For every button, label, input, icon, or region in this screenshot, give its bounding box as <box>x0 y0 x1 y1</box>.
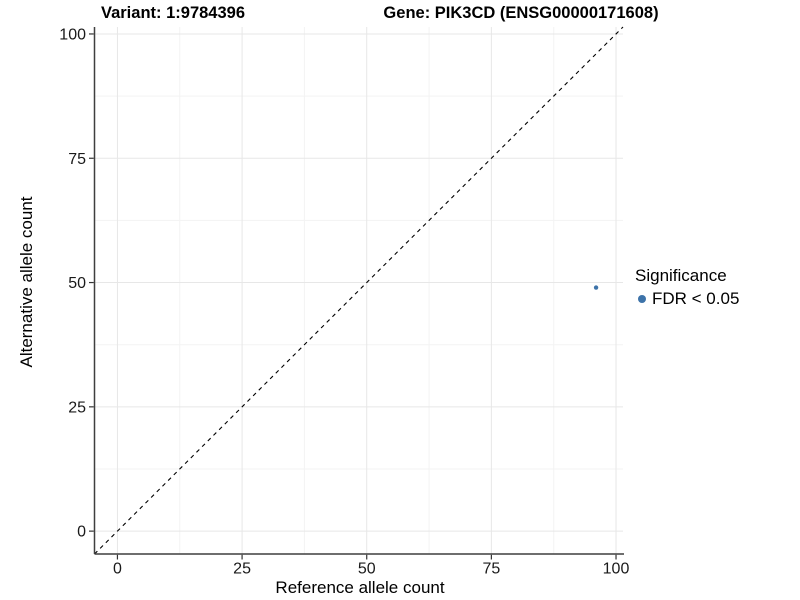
legend-point-icon <box>638 295 646 303</box>
x-axis-title: Reference allele count <box>275 578 445 597</box>
legend-title: Significance <box>635 266 727 285</box>
legend: Significance FDR < 0.05 <box>635 265 739 309</box>
x-tick-label: 25 <box>233 561 251 578</box>
y-axis-title: Alternative allele count <box>17 196 36 368</box>
legend-item: FDR < 0.05 <box>635 289 739 309</box>
x-tick-label: 75 <box>482 561 500 578</box>
y-tick-label: 25 <box>68 399 86 416</box>
legend-item-label: FDR < 0.05 <box>652 289 740 308</box>
y-tick-label: 0 <box>77 524 86 541</box>
gene-title: Gene: PIK3CD (ENSG00000171608) <box>383 4 659 22</box>
x-tick-label: 100 <box>603 561 630 578</box>
identity-line <box>94 26 624 555</box>
data-point <box>593 285 599 290</box>
y-tick-label: 100 <box>59 26 86 43</box>
y-tick-label: 50 <box>68 275 86 292</box>
y-tick-label: 75 <box>68 151 86 168</box>
x-tick-label: 50 <box>358 561 376 578</box>
x-tick-label: 0 <box>113 561 122 578</box>
variant-title: Variant: 1:9784396 <box>100 4 246 22</box>
